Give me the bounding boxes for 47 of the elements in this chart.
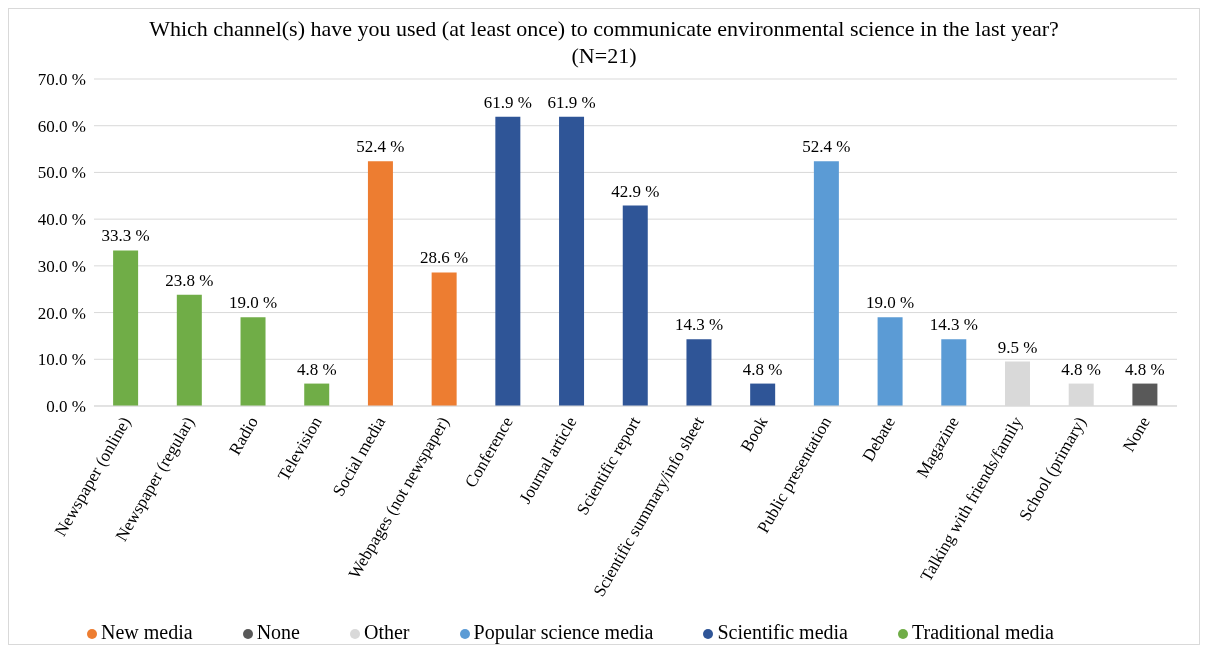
legend-label: Traditional media <box>911 621 1054 643</box>
data-label: 14.3 % <box>674 315 724 335</box>
y-tick-label: 30.0 % <box>37 256 86 276</box>
y-tick-label: 50.0 % <box>37 163 86 183</box>
bar <box>559 116 585 406</box>
legend-label: None <box>256 621 300 643</box>
y-tick-label: 10.0 % <box>37 350 86 370</box>
data-label: 4.8 % <box>1061 359 1102 379</box>
data-label: 14.3 % <box>929 315 978 335</box>
chart-title: Which channel(s) have you used (at least once) to communicate environmental science in the last year? (N=21) <box>148 15 1060 69</box>
data-label: 52.4 % <box>802 137 851 157</box>
bar <box>622 205 648 406</box>
data-label: 52.4 % <box>356 137 405 157</box>
bar <box>877 317 903 406</box>
y-tick-label: 60.0 % <box>37 116 86 136</box>
data-label: 61.9 % <box>483 92 532 112</box>
bar <box>686 339 712 406</box>
bar <box>495 116 521 406</box>
data-label: 19.0 % <box>866 293 915 313</box>
data-label: 4.8 % <box>742 359 783 379</box>
bar <box>240 317 266 406</box>
legend-label: New media <box>101 621 193 643</box>
bar <box>176 294 202 406</box>
data-label: 23.8 % <box>165 270 214 290</box>
data-label: 61.9 % <box>547 92 596 112</box>
y-tick-label: 40.0 % <box>37 210 86 230</box>
data-label: 4.8 % <box>296 359 337 379</box>
legend-label: Scientific media <box>717 621 848 643</box>
bar <box>367 161 393 406</box>
legend-label: Other <box>363 621 410 643</box>
data-label: 28.6 % <box>420 248 469 268</box>
bar <box>431 272 457 406</box>
data-label: 19.0 % <box>228 293 278 313</box>
y-tick-label: 70.0 % <box>37 70 86 90</box>
data-label: 9.5 % <box>997 337 1038 357</box>
data-label: 42.9 % <box>611 181 660 201</box>
data-label: 4.8 % <box>1125 359 1165 379</box>
y-tick-label: 0.0 % <box>46 397 86 417</box>
legend-label: Popular science media <box>473 621 654 643</box>
bar <box>813 161 839 406</box>
bar <box>941 339 967 406</box>
bar <box>113 250 139 406</box>
y-tick-label: 20.0 % <box>37 303 86 323</box>
bar <box>304 383 330 406</box>
bar <box>1132 383 1158 406</box>
data-label: 33.3 % <box>101 226 150 246</box>
bar <box>750 383 776 406</box>
